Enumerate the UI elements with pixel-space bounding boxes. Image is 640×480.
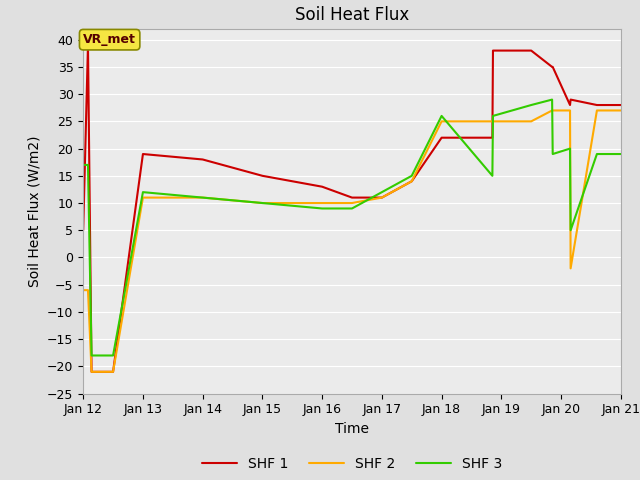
- SHF 3: [408, 173, 415, 179]
- SHF 3: [259, 200, 266, 206]
- SHF 2: [527, 119, 535, 124]
- SHF 3: [199, 195, 207, 201]
- SHF 1: [88, 369, 95, 375]
- SHF 1: [489, 48, 497, 53]
- SHF 2: [408, 179, 415, 184]
- SHF 2: [567, 265, 575, 271]
- SHF 3: [109, 353, 117, 359]
- SHF 1: [259, 173, 266, 179]
- Line: SHF 2: SHF 2: [83, 110, 621, 372]
- SHF 1: [139, 151, 147, 157]
- SHF 2: [259, 200, 266, 206]
- SHF 2: [318, 200, 326, 206]
- SHF 3: [566, 146, 574, 152]
- SHF 2: [348, 200, 356, 206]
- SHF 2: [593, 108, 601, 113]
- Title: Soil Heat Flux: Soil Heat Flux: [295, 6, 409, 24]
- SHF 1: [199, 156, 207, 162]
- SHF 3: [548, 96, 556, 102]
- X-axis label: Time: Time: [335, 422, 369, 436]
- SHF 2: [109, 369, 117, 375]
- Legend: SHF 1, SHF 2, SHF 3: SHF 1, SHF 2, SHF 3: [196, 452, 508, 477]
- SHF 1: [109, 369, 117, 375]
- SHF 1: [408, 179, 415, 184]
- SHF 3: [488, 173, 496, 179]
- SHF 2: [489, 119, 497, 124]
- SHF 3: [489, 113, 497, 119]
- SHF 1: [567, 96, 575, 102]
- SHF 2: [378, 195, 386, 201]
- SHF 3: [79, 162, 87, 168]
- SHF 2: [199, 195, 207, 201]
- Y-axis label: Soil Heat Flux (W/m2): Soil Heat Flux (W/m2): [28, 135, 42, 287]
- SHF 3: [567, 228, 575, 233]
- SHF 2: [84, 287, 92, 293]
- SHF 1: [378, 195, 386, 201]
- SHF 3: [617, 151, 625, 157]
- SHF 3: [378, 189, 386, 195]
- SHF 2: [548, 108, 556, 113]
- SHF 1: [79, 228, 87, 233]
- SHF 1: [348, 195, 356, 201]
- SHF 3: [527, 102, 535, 108]
- SHF 1: [549, 64, 557, 70]
- SHF 1: [593, 102, 601, 108]
- SHF 2: [566, 108, 574, 113]
- SHF 3: [438, 113, 445, 119]
- Text: VR_met: VR_met: [83, 33, 136, 46]
- SHF 1: [527, 48, 535, 53]
- SHF 3: [549, 151, 557, 157]
- SHF 2: [617, 108, 625, 113]
- SHF 2: [438, 119, 445, 124]
- SHF 2: [88, 369, 95, 375]
- SHF 3: [593, 151, 601, 157]
- SHF 1: [318, 184, 326, 190]
- SHF 1: [84, 42, 92, 48]
- SHF 1: [548, 64, 556, 70]
- SHF 1: [438, 135, 445, 141]
- SHF 1: [617, 102, 625, 108]
- SHF 3: [88, 353, 95, 359]
- SHF 1: [566, 102, 574, 108]
- SHF 3: [348, 205, 356, 211]
- SHF 3: [139, 189, 147, 195]
- SHF 2: [139, 195, 147, 201]
- SHF 2: [549, 108, 557, 113]
- Line: SHF 1: SHF 1: [83, 45, 621, 372]
- SHF 2: [488, 119, 496, 124]
- SHF 2: [79, 287, 87, 293]
- Line: SHF 3: SHF 3: [83, 99, 621, 356]
- SHF 3: [318, 205, 326, 211]
- SHF 1: [488, 135, 496, 141]
- SHF 3: [84, 162, 92, 168]
